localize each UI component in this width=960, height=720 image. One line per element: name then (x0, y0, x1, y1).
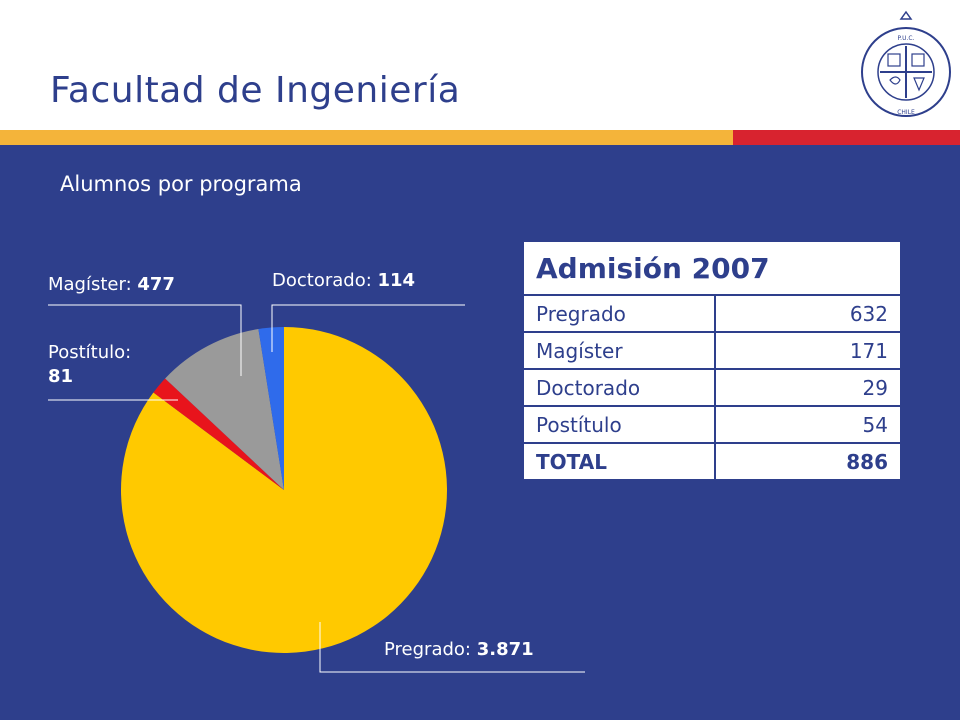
pie-label: Pregrado: 3.871 (384, 639, 534, 660)
row-label: Postítulo (522, 405, 716, 444)
row-label: Pregrado (522, 294, 716, 333)
svg-text:CHILE: CHILE (897, 109, 915, 116)
pie-label: Magíster: 477 (48, 274, 175, 295)
pie-label: Doctorado: 114 (272, 270, 415, 291)
row-value: 171 (714, 331, 902, 370)
pie-label: Postítulo: 81 (48, 342, 137, 387)
chart-subtitle: Alumnos por programa (60, 172, 302, 196)
pie-slice-pregrado (120, 327, 447, 653)
row-value: 632 (714, 294, 902, 333)
table-row: Pregrado 632 (522, 294, 902, 333)
accent-bar-yellow (0, 130, 733, 145)
pie-slice-doctorado (258, 327, 284, 490)
table-row: Postítulo 54 (522, 405, 902, 444)
pie-slice-magister (165, 329, 284, 490)
university-seal-logo: P.U.C. CHILE (861, 10, 951, 117)
row-label: Doctorado (522, 368, 716, 407)
table-total-row: TOTAL 886 (522, 442, 902, 481)
total-label: TOTAL (522, 442, 716, 481)
admission-table: Admisión 2007 Pregrado 632 Magíster 171 … (522, 240, 902, 481)
pie-slice-postitulo (153, 378, 284, 490)
leader-line (48, 304, 242, 376)
admission-table-header: Admisión 2007 (522, 240, 902, 296)
leader-line (271, 304, 465, 352)
pie-chart: Pregrado: 3.871 Postítulo: 81 Magíster: 47… (48, 270, 585, 673)
total-value: 886 (714, 442, 902, 481)
header: Facultad de Ingeniería P.U.C. CHILE (0, 0, 960, 130)
admission-title: Admisión 2007 (522, 240, 902, 296)
accent-bar-red (733, 130, 960, 145)
table-row: Magíster 171 (522, 331, 902, 370)
svg-text:P.U.C.: P.U.C. (898, 35, 915, 42)
row-value: 29 (714, 368, 902, 407)
leader-line (319, 622, 585, 673)
row-label: Magíster (522, 331, 716, 370)
table-row: Doctorado 29 (522, 368, 902, 407)
row-value: 54 (714, 405, 902, 444)
page-title: Facultad de Ingeniería (50, 70, 461, 111)
